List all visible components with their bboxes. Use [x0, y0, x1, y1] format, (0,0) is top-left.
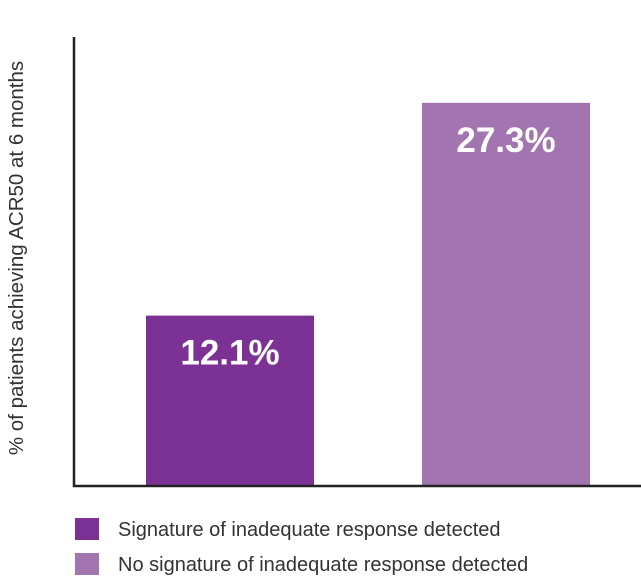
legend-swatch-2 — [75, 553, 99, 575]
axes-layer — [72, 37, 641, 488]
legend-swatch-1 — [75, 518, 99, 540]
bar-2 — [422, 102, 590, 486]
bar-1 — [146, 315, 314, 485]
y-axis-label: % of patients achieving ACR50 at 6 month… — [5, 61, 28, 455]
bar-value-label-2: 27.3% — [456, 121, 555, 160]
bars-layer: 12.1% 27.3% — [146, 102, 590, 486]
bar-value-label-1: 12.1% — [180, 334, 279, 373]
legend: Signature of inadequate response detecte… — [75, 518, 528, 576]
legend-label-1: Signature of inadequate response detecte… — [118, 519, 501, 541]
legend-label-2: No signature of inadequate response dete… — [118, 554, 528, 576]
